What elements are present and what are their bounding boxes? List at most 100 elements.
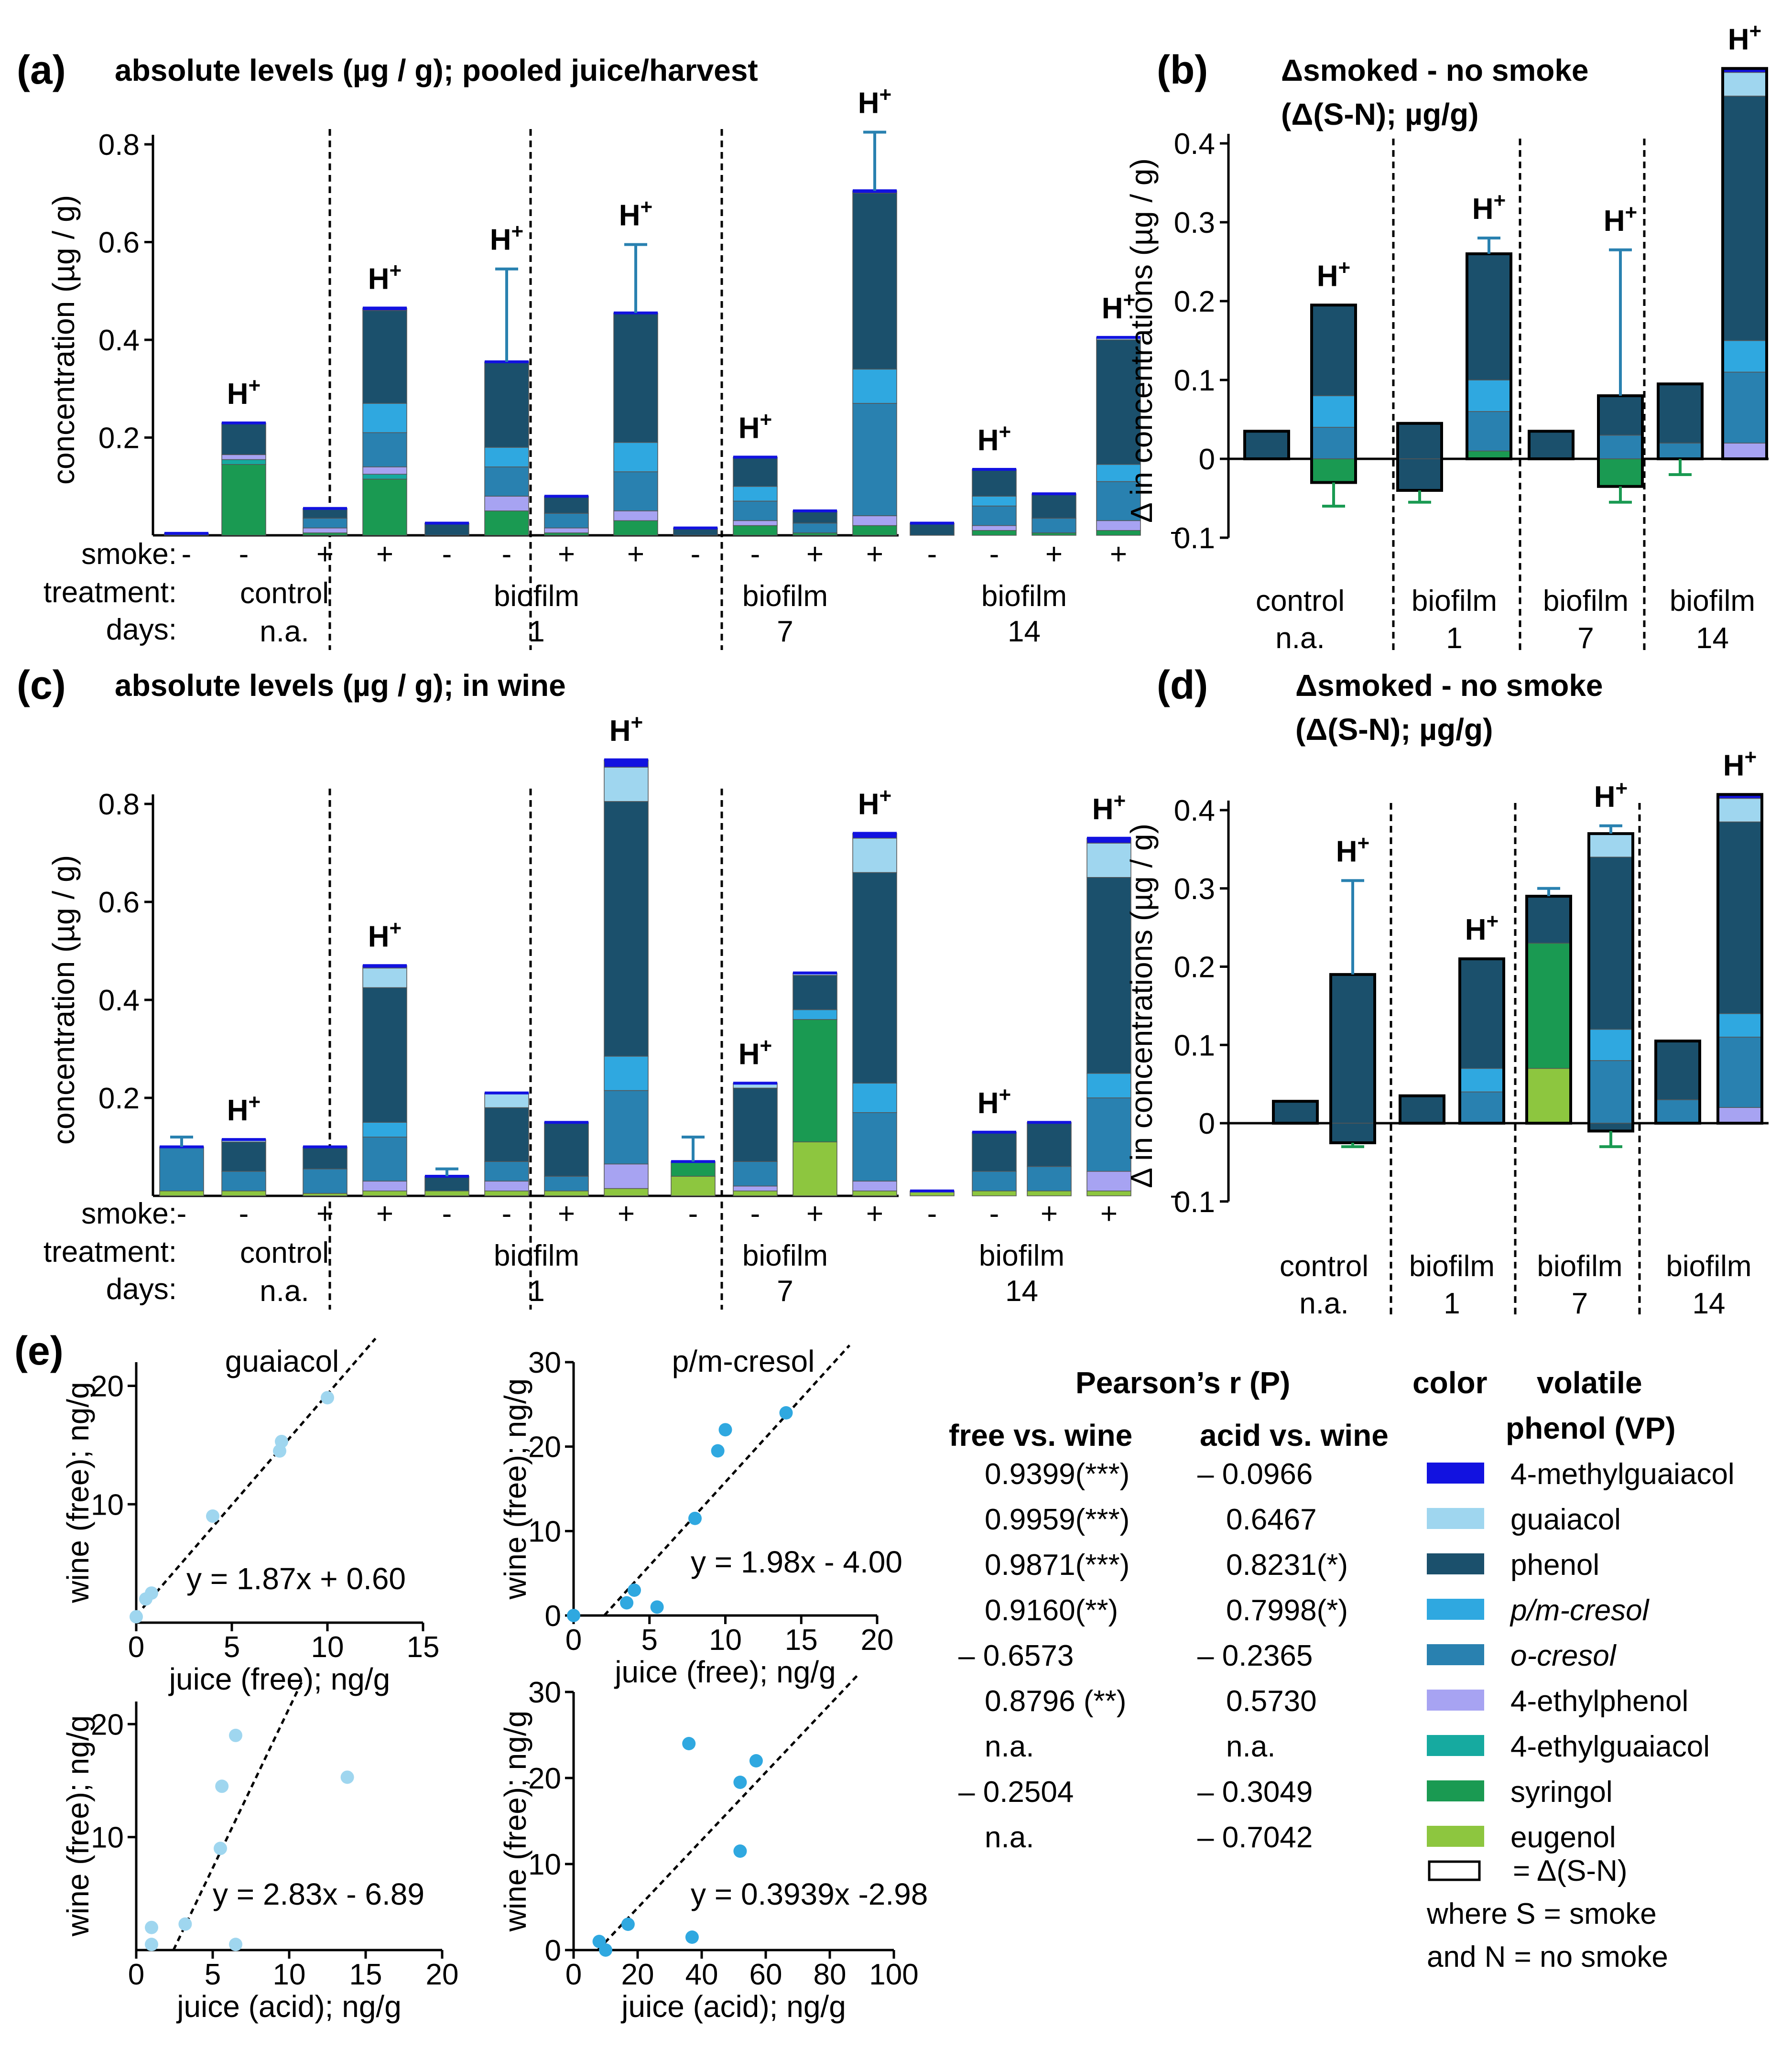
bar-segment-p-m-cresol — [1722, 340, 1767, 373]
bar-segment-4-ethylphenol — [733, 1185, 778, 1192]
bar-segment-eugenol — [544, 1191, 589, 1196]
h-plus-label: H+ — [227, 374, 261, 411]
correlation-table: Pearson’s r (P) color volatile phenol (VP) f… — [949, 1366, 1735, 1973]
h-plus-label: H+ — [1472, 189, 1506, 226]
h-plus-sign: + — [249, 1090, 261, 1114]
data-point — [718, 1423, 732, 1437]
bar-segment-phenol — [1588, 856, 1633, 1030]
bar-segment-syringol — [733, 525, 778, 536]
bar-segment-syringol — [1096, 530, 1141, 536]
treatment-label: control — [240, 1236, 329, 1269]
h-plus-sign: + — [1494, 189, 1506, 212]
h-plus-h: H — [739, 1038, 760, 1071]
h-plus-sign: + — [1487, 910, 1499, 933]
data-point — [130, 1610, 143, 1624]
bar-segment-o-cresol — [1466, 411, 1511, 452]
y-tick-label: 10 — [528, 1515, 561, 1548]
pearson-free-value: 0.8796 (**) — [985, 1685, 1126, 1718]
x-tick-label: 15 — [407, 1631, 440, 1664]
y-axis-label: concentration (µg / g) — [46, 195, 81, 485]
bar-segment-o-cresol — [1096, 481, 1141, 521]
bar-segment-eugenol — [303, 1193, 348, 1196]
bar-segment-p-m-cresol — [1459, 1068, 1504, 1093]
bar-segment-syringol — [793, 532, 837, 536]
regression-equation: y = 1.98x - 4.00 — [691, 1545, 902, 1579]
bar-segment-o-cresol — [221, 1171, 266, 1192]
bar-segment-p-m-cresol — [1311, 395, 1356, 428]
bar-segment-phenol — [793, 975, 837, 1010]
h-plus-h: H — [1336, 835, 1358, 868]
bar-segment-4-ethylguaiacol — [221, 459, 266, 465]
x-tick-label: 5 — [205, 1958, 221, 1991]
smoke-symbol: - — [182, 538, 192, 571]
bar-segment-o-cresol — [1588, 1060, 1633, 1124]
bar-segment-o-cresol — [852, 403, 897, 516]
panel-title-line1: Δsmoked - no smoke — [1281, 53, 1589, 87]
h-plus-h: H — [1317, 260, 1338, 293]
bar-segment-4-ethylphenol — [221, 454, 266, 460]
data-point — [620, 1596, 634, 1610]
h-plus-h: H — [227, 378, 249, 411]
smoke-symbol: + — [618, 1197, 635, 1230]
y-tick-label: 0.6 — [98, 886, 140, 919]
bar-segment-phenol — [1027, 1122, 1072, 1167]
bar-segment-phenol — [1330, 974, 1375, 1124]
smoke-symbol: + — [1110, 538, 1127, 571]
delta-outline — [1654, 1040, 1701, 1125]
bar-segment-guaiacol — [1086, 843, 1131, 878]
bar-segment-p-m-cresol — [733, 486, 778, 502]
h-plus-label: H+ — [1092, 789, 1126, 826]
y-tick-label: 0.8 — [98, 788, 140, 821]
bar-segment-4-ethylguaiacol — [362, 474, 407, 480]
scatter-title: guaiacol — [225, 1344, 339, 1378]
vp-header-line2: phenol (VP) — [1506, 1411, 1676, 1445]
x-axis-label: juice (acid); ng/g — [176, 1989, 402, 2024]
y-tick-label: 0.1 — [1174, 1186, 1215, 1219]
regression-line — [135, 1337, 377, 1616]
treatment-label: control — [240, 577, 329, 610]
bar-segment-4-ethylphenol — [733, 520, 778, 526]
smoke-symbol: - — [442, 1197, 452, 1230]
h-plus-h: H — [858, 788, 880, 821]
bar-segment-guaiacol — [484, 1093, 529, 1108]
scatter-title: p/m-cresol — [672, 1344, 815, 1378]
bar-segment-phenol — [604, 801, 649, 1057]
bar-segment-phenol — [424, 1176, 469, 1192]
smoke-symbol: + — [806, 1197, 824, 1230]
h-plus-sign: + — [390, 259, 402, 282]
panel-title-line2: (Δ(S-N); µg/g) — [1295, 712, 1493, 747]
panel-c: (c) absolute levels (µg / g); in wine 0.2 0… — [17, 662, 1131, 1310]
h-plus-h: H — [1472, 193, 1494, 226]
bar-segment-eugenol — [671, 1176, 716, 1196]
y-tick-label: 0.1 — [1174, 1029, 1215, 1062]
h-plus-label: H+ — [1102, 288, 1135, 325]
h-plus-h: H — [977, 1087, 999, 1120]
bar-segment-o-cresol — [972, 505, 1017, 526]
compound-name: o-cresol — [1510, 1639, 1617, 1672]
y-tick-label: 30 — [528, 1676, 561, 1709]
h-plus-sign: + — [390, 916, 402, 940]
bar-segment-4-ethylphenol — [1717, 1107, 1762, 1124]
bar-segment-eugenol — [793, 1141, 837, 1196]
data-point — [145, 1586, 158, 1600]
h-plus-h: H — [1092, 793, 1114, 826]
bar-segment-syringol — [303, 532, 348, 536]
y-tick-label: 0.1 — [1174, 522, 1215, 555]
delta-key-label: = Δ(S-N) — [1513, 1854, 1628, 1887]
bar-segment-syringol — [852, 525, 897, 536]
y-tick-label: 20 — [91, 1708, 124, 1741]
y-tick-label: 0 — [1199, 1107, 1215, 1140]
panel-title-line2: (Δ(S-N); µg/g) — [1281, 97, 1478, 131]
smoke-symbol: + — [806, 538, 824, 571]
bar-segment-p-m-cresol — [1717, 1013, 1762, 1038]
pearson-acid-value: 0.6467 — [1226, 1503, 1317, 1536]
smoke-symbol: + — [558, 1197, 575, 1230]
y-tick-label: 10 — [528, 1848, 561, 1881]
smoke-symbol: + — [1045, 538, 1063, 571]
panel-label: (b) — [1157, 47, 1208, 92]
y-tick-label: 0.2 — [1174, 951, 1215, 984]
y-tick-label: 0.3 — [1174, 873, 1215, 906]
smoke-symbol: + — [1041, 1197, 1058, 1230]
h-plus-label: H+ — [1594, 777, 1628, 813]
bar-segment-neg-syringol — [1598, 458, 1643, 487]
